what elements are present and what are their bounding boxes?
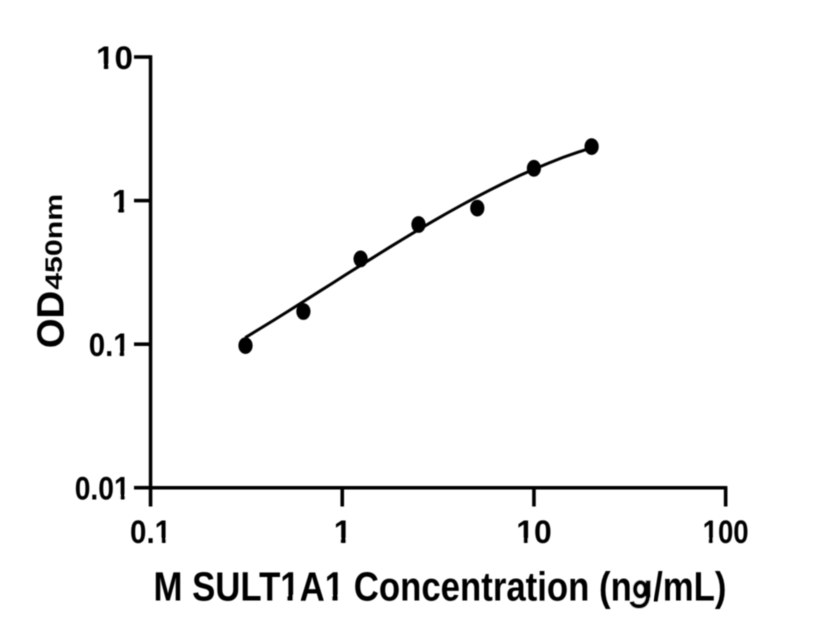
svg-text:1: 1: [334, 514, 352, 550]
svg-text:1: 1: [112, 184, 130, 220]
svg-text:OD: OD: [31, 291, 73, 349]
svg-text:10: 10: [516, 514, 552, 550]
svg-text:0.1: 0.1: [89, 327, 130, 363]
svg-text:0.01: 0.01: [75, 471, 130, 507]
svg-text:10: 10: [96, 40, 133, 76]
svg-text:450nm: 450nm: [41, 194, 68, 290]
svg-text:100: 100: [703, 514, 749, 550]
svg-text:0.1: 0.1: [130, 514, 171, 550]
